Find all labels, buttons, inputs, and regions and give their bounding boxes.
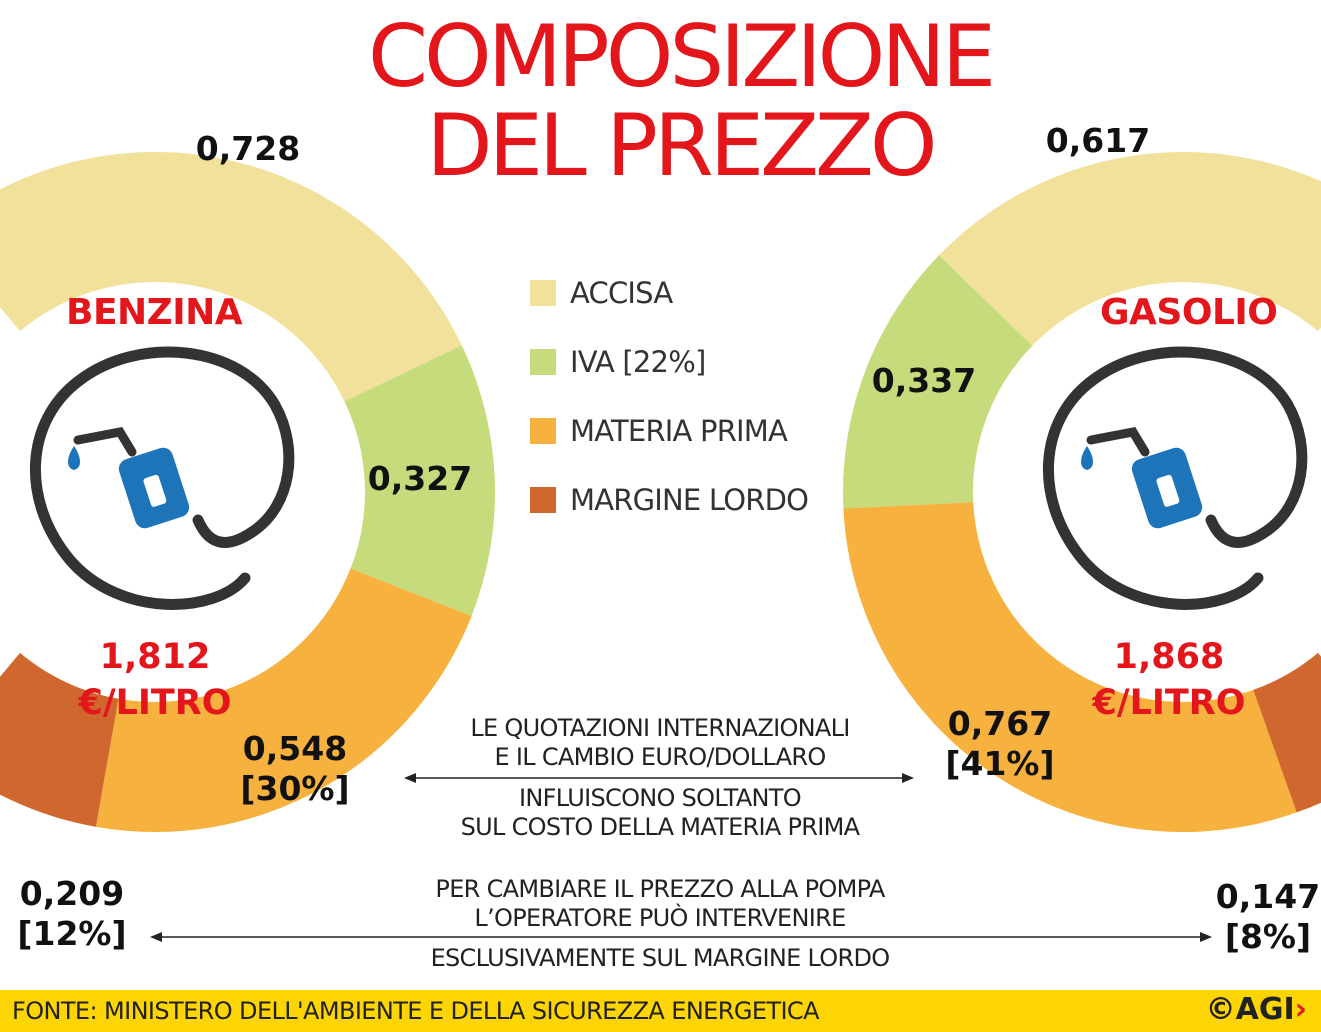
benzina-slice-4 — [0, 652, 119, 827]
legend-swatch-iva — [530, 348, 556, 375]
gasolio-slice-2 — [843, 255, 1033, 509]
legend-swatch-margine-lordo — [530, 486, 556, 513]
gasolio-slice-1 — [938, 152, 1321, 346]
legend-swatch-accisa — [530, 279, 556, 306]
note-line: E IL CAMBIO EURO/DOLLARO — [494, 743, 826, 771]
benzina-value-label: 0,327 — [368, 459, 472, 498]
note-line: L’OPERATORE PUÒ INTERVENIRE — [474, 904, 846, 932]
note-line: ESCLUSIVAMENTE SUL MARGINE LORDO — [430, 944, 891, 972]
benzina-price: 1,812 €/LITRO — [40, 634, 270, 726]
note-line: PER CAMBIARE IL PREZZO ALLA POMPA — [435, 875, 885, 903]
gasolio-slice-4 — [1253, 652, 1321, 813]
legend-item: IVA [22%] — [530, 327, 808, 396]
benzina-price-value: 1,812 — [99, 637, 211, 677]
fuel-pump-icon — [1043, 346, 1308, 610]
note-line: SUL COSTO DELLA MATERIA PRIMA — [460, 813, 860, 841]
legend-item: MATERIA PRIMA — [530, 396, 808, 465]
benzina-value-label: 0,548 [30%] — [240, 729, 349, 808]
benzina-slice-3 — [95, 568, 472, 833]
benzina-value-label: 0,728 — [196, 129, 300, 168]
agi-logo: ©AGI› — [1206, 992, 1307, 1027]
gasolio-value-label: 0,337 — [872, 361, 976, 400]
gasolio-value-label: 0,767 [41%] — [945, 704, 1054, 783]
gasolio-value-label: 0,617 — [1046, 121, 1150, 160]
gasolio-price-unit: €/LITRO — [1092, 683, 1246, 723]
gasolio-donut — [843, 152, 1321, 832]
note-prezzo-top: PER CAMBIARE IL PREZZO ALLA POMPA L’OPER… — [380, 875, 940, 933]
legend-label: ACCISA — [570, 275, 673, 310]
gasolio-label: GASOLIO — [1100, 292, 1278, 333]
legend-label: MARGINE LORDO — [570, 482, 809, 517]
legend-item: MARGINE LORDO — [530, 465, 809, 534]
legend: ACCISA IVA [22%] MATERIA PRIMA MARGINE L… — [530, 258, 809, 534]
title-line-2: DEL PREZZO — [426, 96, 937, 196]
legend-item: ACCISA — [530, 258, 808, 327]
benzina-slice-1 — [0, 152, 462, 402]
note-line: INFLUISCONO SOLTANTO — [519, 784, 802, 812]
note-prezzo-bottom: ESCLUSIVAMENTE SUL MARGINE LORDO — [380, 944, 940, 973]
note-line: LE QUOTAZIONI INTERNAZIONALI — [470, 714, 850, 742]
gasolio-value-labels: 0,617 0,337 0,767 [41%] 0,147 [8%] — [872, 121, 1320, 956]
agi-logo-chevron: › — [1294, 992, 1307, 1027]
source-note: FONTE: MINISTERO DELL'AMBIENTE E DELLA S… — [12, 997, 820, 1025]
gasolio-price: 1,868 €/LITRO — [1054, 634, 1284, 726]
footer-bar: FONTE: MINISTERO DELL'AMBIENTE E DELLA S… — [0, 990, 1321, 1032]
legend-swatch-materia-prima — [530, 417, 556, 444]
benzina-slice-2 — [344, 345, 495, 616]
gasolio-value-label: 0,147 [8%] — [1216, 877, 1320, 956]
benzina-value-labels: 0,728 0,327 0,548 [30%] 0,209 [12%] — [17, 129, 472, 953]
fuel-pump-icon — [30, 346, 295, 610]
title-line-1: COMPOSIZIONE — [367, 7, 996, 107]
benzina-value-label: 0,209 [12%] — [17, 874, 126, 953]
gasolio-slice-3 — [843, 502, 1297, 832]
benzina-donut — [0, 152, 495, 833]
gasolio-price-value: 1,868 — [1113, 637, 1225, 677]
benzina-label: BENZINA — [66, 292, 243, 333]
legend-label: IVA [22%] — [570, 344, 706, 379]
note-quotazioni-top: LE QUOTAZIONI INTERNAZIONALI E IL CAMBIO… — [410, 714, 910, 772]
legend-label: MATERIA PRIMA — [570, 413, 788, 448]
arrow-materia-prima — [404, 773, 914, 783]
agi-logo-text: ©AGI — [1205, 992, 1295, 1027]
benzina-price-unit: €/LITRO — [78, 683, 232, 723]
arrow-margine-lordo — [150, 932, 1212, 942]
note-quotazioni-bottom: INFLUISCONO SOLTANTO SUL COSTO DELLA MAT… — [410, 784, 910, 842]
